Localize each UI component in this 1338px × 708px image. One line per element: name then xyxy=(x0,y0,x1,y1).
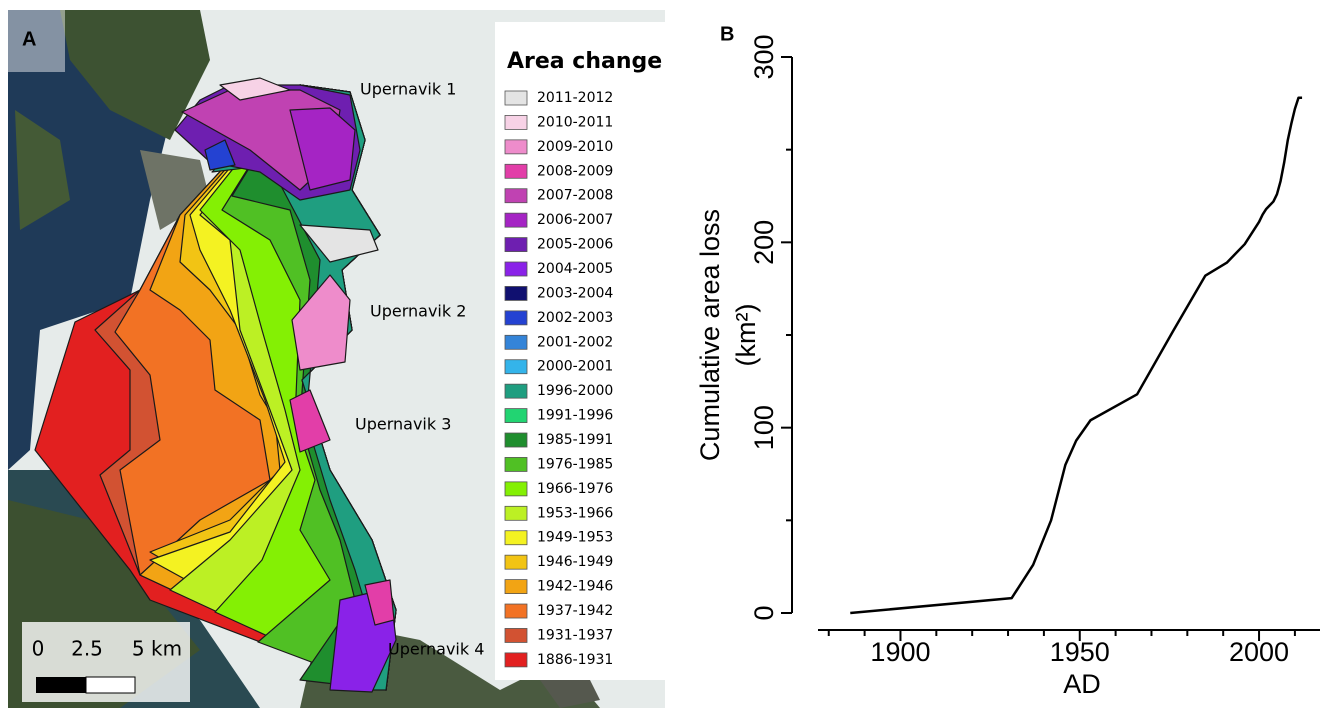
place-label: Upernavik 2 xyxy=(370,302,466,321)
legend-swatch xyxy=(504,212,528,228)
legend-label: 2008-2009 xyxy=(537,163,613,179)
legend-swatch xyxy=(504,628,528,643)
legend-title: Area change xyxy=(507,49,662,74)
legend-swatch xyxy=(504,457,528,472)
legend-label: 1976-1985 xyxy=(537,456,613,472)
legend: 2011-2012 2010-2011 2009-2010 2008-2009 2007… xyxy=(504,90,613,668)
y-axis-label: (km²) xyxy=(731,304,761,367)
legend-label: 1985-1991 xyxy=(537,432,613,448)
legend-swatch xyxy=(504,163,528,179)
legend-swatch xyxy=(504,383,528,399)
y-tick-label: 200 xyxy=(749,220,779,265)
legend-label: 2004-2005 xyxy=(537,261,613,277)
legend-swatch xyxy=(504,579,528,594)
label-box xyxy=(8,10,65,72)
glacier-area xyxy=(204,139,236,171)
legend-swatch xyxy=(504,286,528,301)
x-tick-label: 1950 xyxy=(1050,637,1110,667)
legend-label: 1949-1953 xyxy=(537,530,613,546)
legend-label: 1937-1942 xyxy=(537,603,613,619)
legend-swatch xyxy=(504,505,528,521)
scale-label: 0 xyxy=(32,637,45,661)
legend-label: 1931-1937 xyxy=(537,627,613,643)
legend-swatch xyxy=(504,359,528,375)
legend-label: 2000-2001 xyxy=(537,359,613,375)
glacier-areas xyxy=(34,77,397,693)
water xyxy=(8,10,180,470)
legend-label: 2009-2010 xyxy=(537,139,613,155)
legend-label: 1942-1946 xyxy=(537,579,613,595)
legend-swatch xyxy=(504,237,528,252)
y-tick-label: 300 xyxy=(749,34,779,79)
place-label: Upernavik 4 xyxy=(388,640,484,659)
legend-swatch xyxy=(504,334,528,350)
rock xyxy=(60,10,210,140)
glacier-area xyxy=(289,389,331,453)
legend-label: 1953-1966 xyxy=(537,505,613,521)
x-tick-label: 2000 xyxy=(1229,637,1289,667)
legend-label: 1946-1949 xyxy=(537,554,613,570)
place-label: Upernavik 1 xyxy=(360,80,456,99)
rock xyxy=(15,110,70,230)
scale-label: 2.5 xyxy=(71,637,103,661)
panel-label: B xyxy=(720,23,734,45)
y-tick-label: 0 xyxy=(749,605,779,620)
legend-swatch xyxy=(504,432,528,448)
legend-label: 2010-2011 xyxy=(537,114,613,130)
legend-label: 2002-2003 xyxy=(537,310,613,326)
legend-swatch xyxy=(504,408,528,423)
legend-label: 2005-2006 xyxy=(537,237,613,253)
legend-swatch xyxy=(504,115,528,130)
legend-label: 2007-2008 xyxy=(537,188,613,204)
scale-label: 5 km xyxy=(132,637,182,661)
panel-label: A xyxy=(22,28,36,50)
glacier-area xyxy=(291,274,351,371)
map: Area change 2011-20122010-20112009-20102… xyxy=(8,10,665,708)
y-tick-label: 100 xyxy=(749,405,779,450)
legend-label: 2001-2002 xyxy=(537,334,613,350)
legend-swatch xyxy=(504,530,528,546)
place-label: Upernavik 3 xyxy=(355,415,451,434)
y-axis-label: Cumulative area loss xyxy=(695,209,725,461)
glacier-area xyxy=(219,77,291,101)
legend-swatch xyxy=(504,603,528,619)
legend-label: 1966-1976 xyxy=(537,481,613,497)
legend-label: 1886-1931 xyxy=(537,652,613,668)
legend-swatch xyxy=(504,554,528,570)
legend-label: 1996-2000 xyxy=(537,383,613,399)
glacier-area xyxy=(289,107,356,191)
legend-swatch xyxy=(504,188,528,204)
legend-label: 2006-2007 xyxy=(537,212,613,228)
legend-box xyxy=(495,22,665,680)
legend-swatch xyxy=(504,652,528,668)
legend-swatch xyxy=(504,310,528,326)
legend-label: 2011-2012 xyxy=(537,90,613,106)
scale-bar xyxy=(36,677,86,693)
glacier-area xyxy=(364,579,395,626)
line-chart: 0 100 200 300 1900 1950 2000 AD Cumulative area … xyxy=(695,34,1320,699)
x-tick-label: 1900 xyxy=(870,637,930,667)
legend-swatch xyxy=(504,139,528,155)
legend-swatch xyxy=(504,481,528,497)
legend-label: 2003-2004 xyxy=(537,285,613,301)
data-line xyxy=(850,96,1303,615)
x-axis-label: AD xyxy=(1063,669,1101,699)
legend-swatch xyxy=(504,90,528,106)
legend-label: 1991-1996 xyxy=(537,408,613,424)
legend-swatch xyxy=(504,261,528,277)
glacier-area xyxy=(299,224,379,263)
scale-bar xyxy=(85,676,136,694)
